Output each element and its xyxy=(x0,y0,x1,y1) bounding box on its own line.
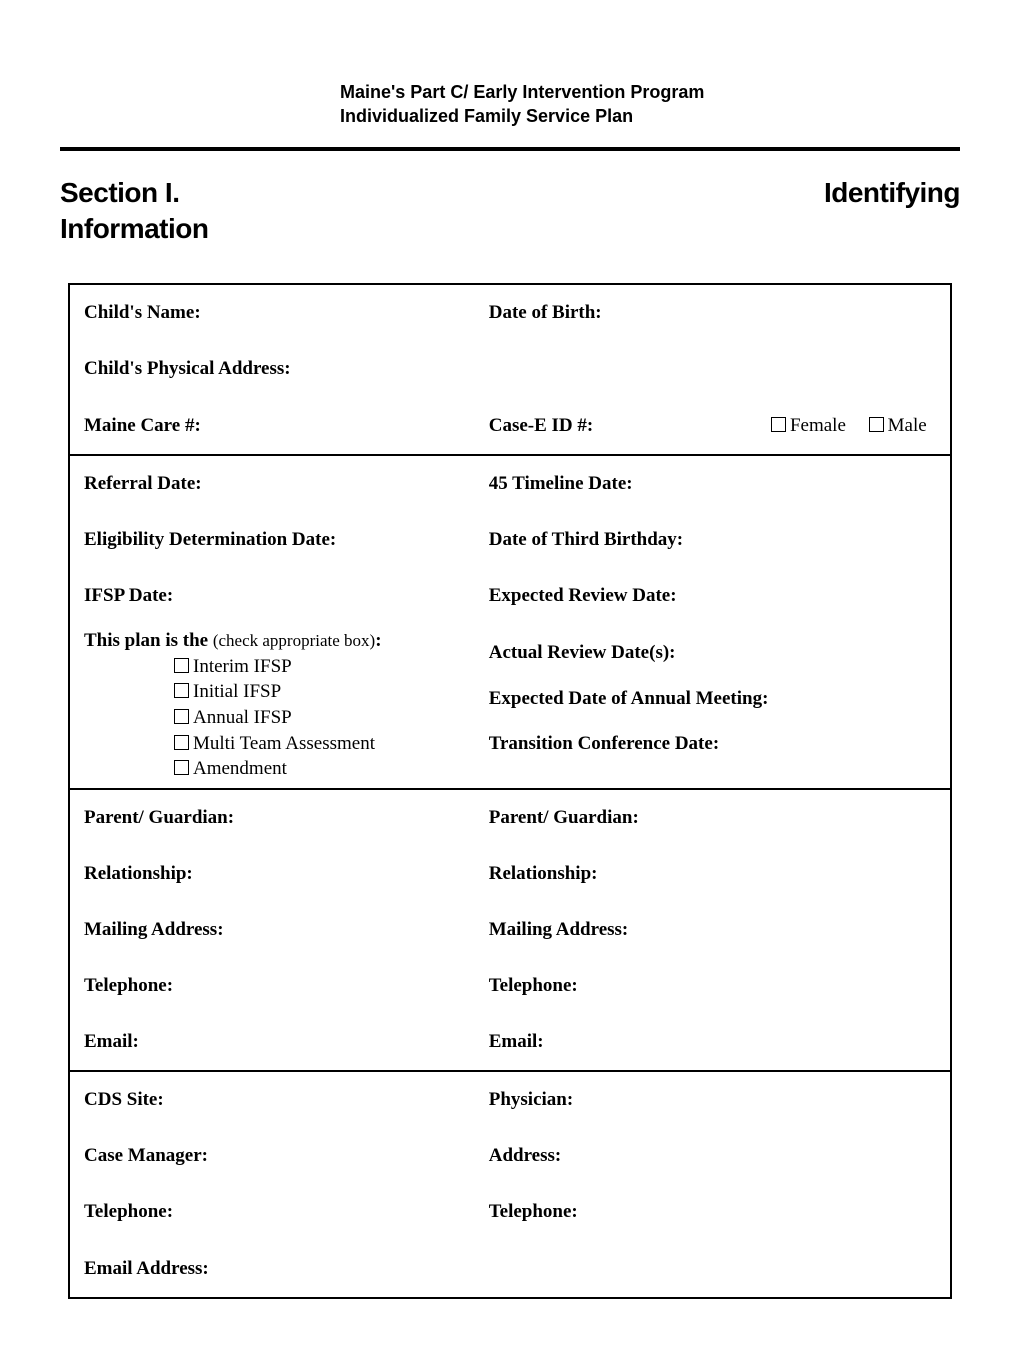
section-title-right: Identifying xyxy=(824,175,960,211)
label-address: Address: xyxy=(475,1128,951,1184)
section-title-wrap: Information xyxy=(60,211,960,247)
header-line-2: Individualized Family Service Plan xyxy=(340,104,860,128)
label-case-manager: Case Manager: xyxy=(69,1128,475,1184)
label-female: Female xyxy=(790,415,846,436)
label-transition-conf: Transition Conference Date: xyxy=(489,721,940,767)
label-cds-site: CDS Site: xyxy=(69,1071,475,1128)
label-email-address: Email Address: xyxy=(69,1241,475,1298)
plan-type-cell: This plan is the (check appropriate box)… xyxy=(69,624,475,789)
label-amendment: Amendment xyxy=(193,758,287,779)
right-dates-cell: Actual Review Date(s): Expected Date of … xyxy=(475,624,951,789)
label-ifsp-date: IFSP Date: xyxy=(69,568,475,624)
label-45-timeline: 45 Timeline Date: xyxy=(475,455,951,512)
label-multi-team: Multi Team Assessment xyxy=(193,733,375,754)
label-parent-guardian-1: Parent/ Guardian: xyxy=(69,789,475,846)
document-header: Maine's Part C/ Early Intervention Progr… xyxy=(340,80,860,129)
label-case-e-id: Case-E ID #: xyxy=(475,398,757,455)
label-dob: Date of Birth: xyxy=(475,284,951,341)
label-annual-ifsp: Annual IFSP xyxy=(193,707,292,728)
label-relationship-1: Relationship: xyxy=(69,846,475,902)
label-child-address: Child's Physical Address: xyxy=(69,341,951,397)
label-expected-review: Expected Review Date: xyxy=(475,568,951,624)
checkbox-multi-team[interactable] xyxy=(174,735,189,750)
checkbox-male[interactable] xyxy=(869,417,884,432)
header-line-1: Maine's Part C/ Early Intervention Progr… xyxy=(340,80,860,104)
label-email-1: Email: xyxy=(69,1014,475,1071)
label-male: Male xyxy=(888,415,927,436)
label-physician: Physician: xyxy=(475,1071,951,1128)
label-interim-ifsp: Interim IFSP xyxy=(193,656,292,677)
label-child-name: Child's Name: xyxy=(69,284,475,341)
label-actual-review: Actual Review Date(s): xyxy=(489,630,940,676)
label-telephone-3: Telephone: xyxy=(69,1184,475,1240)
label-expected-annual: Expected Date of Annual Meeting: xyxy=(489,676,940,722)
label-mailing-address-2: Mailing Address: xyxy=(475,902,951,958)
label-telephone-1: Telephone: xyxy=(69,958,475,1014)
label-third-birthday: Date of Third Birthday: xyxy=(475,512,951,568)
label-email-2: Email: xyxy=(475,1014,951,1071)
label-referral-date: Referral Date: xyxy=(69,455,475,512)
label-telephone-2: Telephone: xyxy=(475,958,951,1014)
checkbox-interim-ifsp[interactable] xyxy=(174,658,189,673)
label-telephone-4: Telephone: xyxy=(475,1184,951,1240)
horizontal-rule xyxy=(60,147,960,151)
checkbox-amendment[interactable] xyxy=(174,760,189,775)
label-mailing-address-1: Mailing Address: xyxy=(69,902,475,958)
label-relationship-2: Relationship: xyxy=(475,846,951,902)
label-check-note: (check appropriate box) xyxy=(213,631,375,650)
empty-cell xyxy=(475,1241,951,1298)
label-maine-care: Maine Care #: xyxy=(69,398,475,455)
checkbox-initial-ifsp[interactable] xyxy=(174,683,189,698)
identifying-info-table: Child's Name: Date of Birth: Child's Phy… xyxy=(68,283,952,1298)
gender-checkbox-group: Female Male xyxy=(757,398,951,455)
label-plan-is-the: This plan is the xyxy=(84,630,213,651)
label-colon: : xyxy=(375,630,381,651)
section-title: Section I. Identifying Information xyxy=(60,175,960,248)
label-parent-guardian-2: Parent/ Guardian: xyxy=(475,789,951,846)
checkbox-annual-ifsp[interactable] xyxy=(174,709,189,724)
label-eligibility-date: Eligibility Determination Date: xyxy=(69,512,475,568)
label-initial-ifsp: Initial IFSP xyxy=(193,681,281,702)
form-page: Maine's Part C/ Early Intervention Progr… xyxy=(0,0,1020,1359)
section-title-left: Section I. xyxy=(60,177,179,208)
checkbox-female[interactable] xyxy=(771,417,786,432)
